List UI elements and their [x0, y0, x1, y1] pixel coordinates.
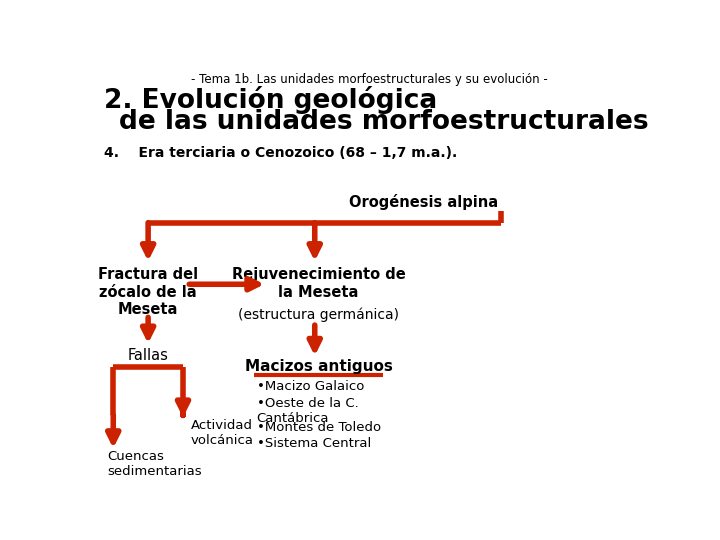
- Text: •Oeste de la C.
Cantábrica: •Oeste de la C. Cantábrica: [256, 397, 359, 426]
- Text: Actividad
volcánica: Actividad volcánica: [191, 419, 253, 447]
- Text: Fractura del
zócalo de la
Meseta: Fractura del zócalo de la Meseta: [98, 267, 198, 317]
- Text: - Tema 1b. Las unidades morfoestructurales y su evolución -: - Tema 1b. Las unidades morfoestructural…: [191, 72, 547, 85]
- Text: •Macizo Galaico: •Macizo Galaico: [256, 381, 364, 394]
- Text: Orogénesis alpina: Orogénesis alpina: [348, 194, 498, 210]
- Text: Macizos antiguos: Macizos antiguos: [245, 359, 392, 374]
- Text: Cuencas
sedimentarias: Cuencas sedimentarias: [107, 450, 202, 478]
- Text: •Montes de Toledo: •Montes de Toledo: [256, 421, 381, 434]
- Text: •Sistema Central: •Sistema Central: [256, 437, 371, 450]
- Text: 2. Evolución geológica: 2. Evolución geológica: [104, 86, 437, 114]
- Text: (estructura germánica): (estructura germánica): [238, 307, 399, 322]
- Text: 4.    Era terciaria o Cenozoico (68 – 1,7 m.a.).: 4. Era terciaria o Cenozoico (68 – 1,7 m…: [104, 146, 457, 160]
- Text: Fallas: Fallas: [127, 348, 168, 363]
- Text: de las unidades morfoestructurales: de las unidades morfoestructurales: [120, 110, 649, 136]
- Text: Rejuvenecimiento de
la Meseta: Rejuvenecimiento de la Meseta: [232, 267, 405, 300]
